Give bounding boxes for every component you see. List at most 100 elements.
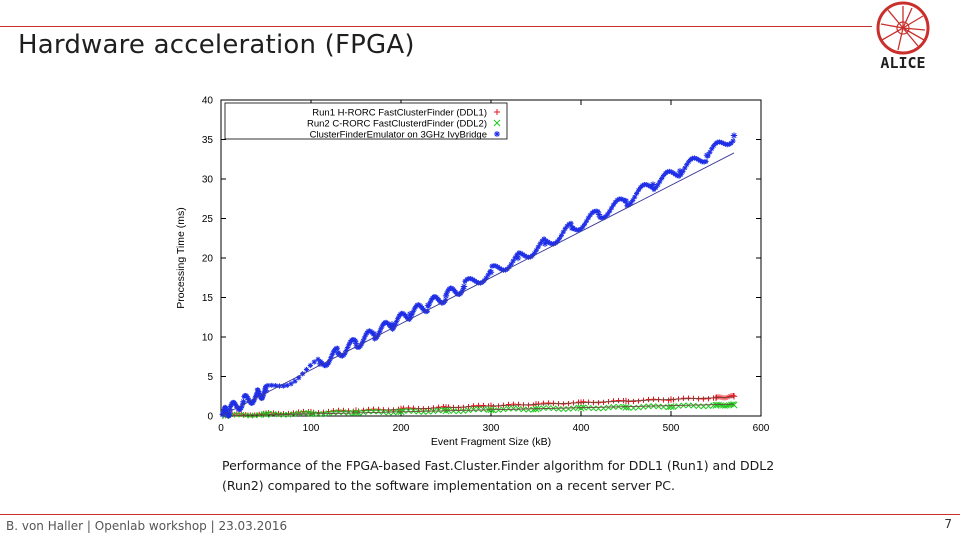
series-3-cloud-point [651,186,657,193]
y-tick-label: 25 [202,214,214,225]
series-3-cloud-point [647,183,653,189]
series-3-point [424,302,432,309]
series-1-cloud-point [595,400,602,406]
series-2-point [262,410,270,418]
series-2-cloud-point [455,408,462,415]
alice-logo: ALICE [876,1,930,72]
series-3-cloud-point [232,401,238,407]
series-3-cloud-point [263,383,269,390]
series-1-cloud-point [470,403,477,409]
series-3-cloud-point [227,411,233,417]
series-3-cloud-point [709,146,715,152]
series-3-point [316,360,324,368]
series-2-cloud-point [420,409,427,415]
series-3-point [595,211,603,218]
series-3-cloud-point [361,335,367,341]
series-3-cloud-point [265,382,271,389]
series-3-cloud-point [587,212,593,218]
series-2-cloud-point [315,411,322,418]
series-3-cloud-point [711,143,717,149]
series-3-cloud-point [713,140,719,147]
series-3-cloud-point [558,232,564,238]
series-3-cloud-point [610,202,617,208]
series-3-point [352,340,360,347]
series-3-cloud-point [363,332,369,338]
series-1-cloud-point [480,402,487,409]
series-3-cloud-point [223,405,229,411]
series-2-cloud-point [475,406,482,413]
series-3-cloud-point [556,236,563,242]
series-3-cloud-point [506,264,512,270]
series-2-cloud-point [570,405,577,412]
series-3-cloud-point [307,362,313,369]
series-3-cloud-point [553,240,559,246]
series-3-cloud-point [239,403,245,409]
series-1-cloud-point [685,395,692,401]
series-1-cloud-point [665,397,672,403]
series-3-cloud-point [612,199,618,205]
series-3-cloud-point [630,197,636,203]
series-3-cloud-point [343,347,349,354]
series-3-cloud-point [246,397,252,403]
series-2-cloud-point [450,408,457,415]
series-3-point [487,269,495,276]
series-3-cloud-point [578,226,584,232]
series-3-cloud-point [595,208,601,215]
series-3-cloud-point [269,382,275,388]
series-2-cloud-point [470,406,477,413]
series-3-cloud-point [697,158,703,164]
series-2-cloud-point [660,404,667,410]
series-3-cloud-point [535,244,541,250]
page-number: 7 [944,517,952,531]
series-3-cloud-point [635,187,642,193]
series-3-point [334,349,342,356]
series-3-cloud-point [572,226,578,232]
series-3-cloud-point [718,139,725,146]
series-3-cloud-point [499,266,505,273]
series-3-cloud-point [427,300,433,306]
series-3-cloud-point [227,403,234,410]
series-3-cloud-point [562,226,568,232]
series-3-cloud-point [508,261,514,267]
series-2-cloud-point [335,409,342,416]
series-3-cloud-point [533,247,539,253]
series-3-cloud-point [410,309,416,315]
series-2-cloud-point [605,404,612,411]
series-3-cloud-point [473,279,480,285]
series-3-cloud-point [568,220,574,226]
series-3-cloud-point [551,241,557,247]
series-2-cloud-point [375,408,382,415]
series-3-cloud-point [566,221,572,227]
series-2-cloud-point [390,409,397,416]
series-3-cloud-point [576,227,582,233]
series-3-cloud-point [726,141,732,147]
series-3-cloud-point [626,202,632,208]
series-1-cloud-point [650,396,657,402]
series-1-cloud-point [435,404,442,410]
series-2-cloud-point [340,409,347,416]
series-3-cloud-point [378,325,384,332]
series-2-cloud-point [635,404,642,411]
series-3-cloud-point [311,359,317,365]
series-3-fit-line [220,152,735,417]
legend-marker [493,119,501,127]
series-2-cloud-point [385,409,392,416]
series-3-cloud-point [607,208,613,214]
series-2-cloud-point [330,409,337,416]
x-tick-label: 500 [663,423,680,434]
series-3-cloud-point [531,250,537,256]
series-3-cloud-point [393,319,400,325]
series-2-cloud-point [460,408,467,414]
y-axis-label: Processing Time (ms) [175,207,187,309]
chart: 0 100 200 300 400 500 600 0 5 10 15 20 25 30 35 40 Event… [170,88,780,453]
series-3-cloud-point [375,331,382,337]
series-3-cloud-point [315,356,321,362]
series-3-cloud-point [330,349,337,355]
series-3-cloud-point [459,288,465,294]
series-3-point [388,321,396,328]
slide-title: Hardware acceleration (FPGA) [18,30,415,60]
series-3-point [730,132,738,139]
series-3-cloud-point [296,375,302,381]
series-3-cloud-point [424,308,430,314]
series-3-cloud-point [693,155,699,162]
